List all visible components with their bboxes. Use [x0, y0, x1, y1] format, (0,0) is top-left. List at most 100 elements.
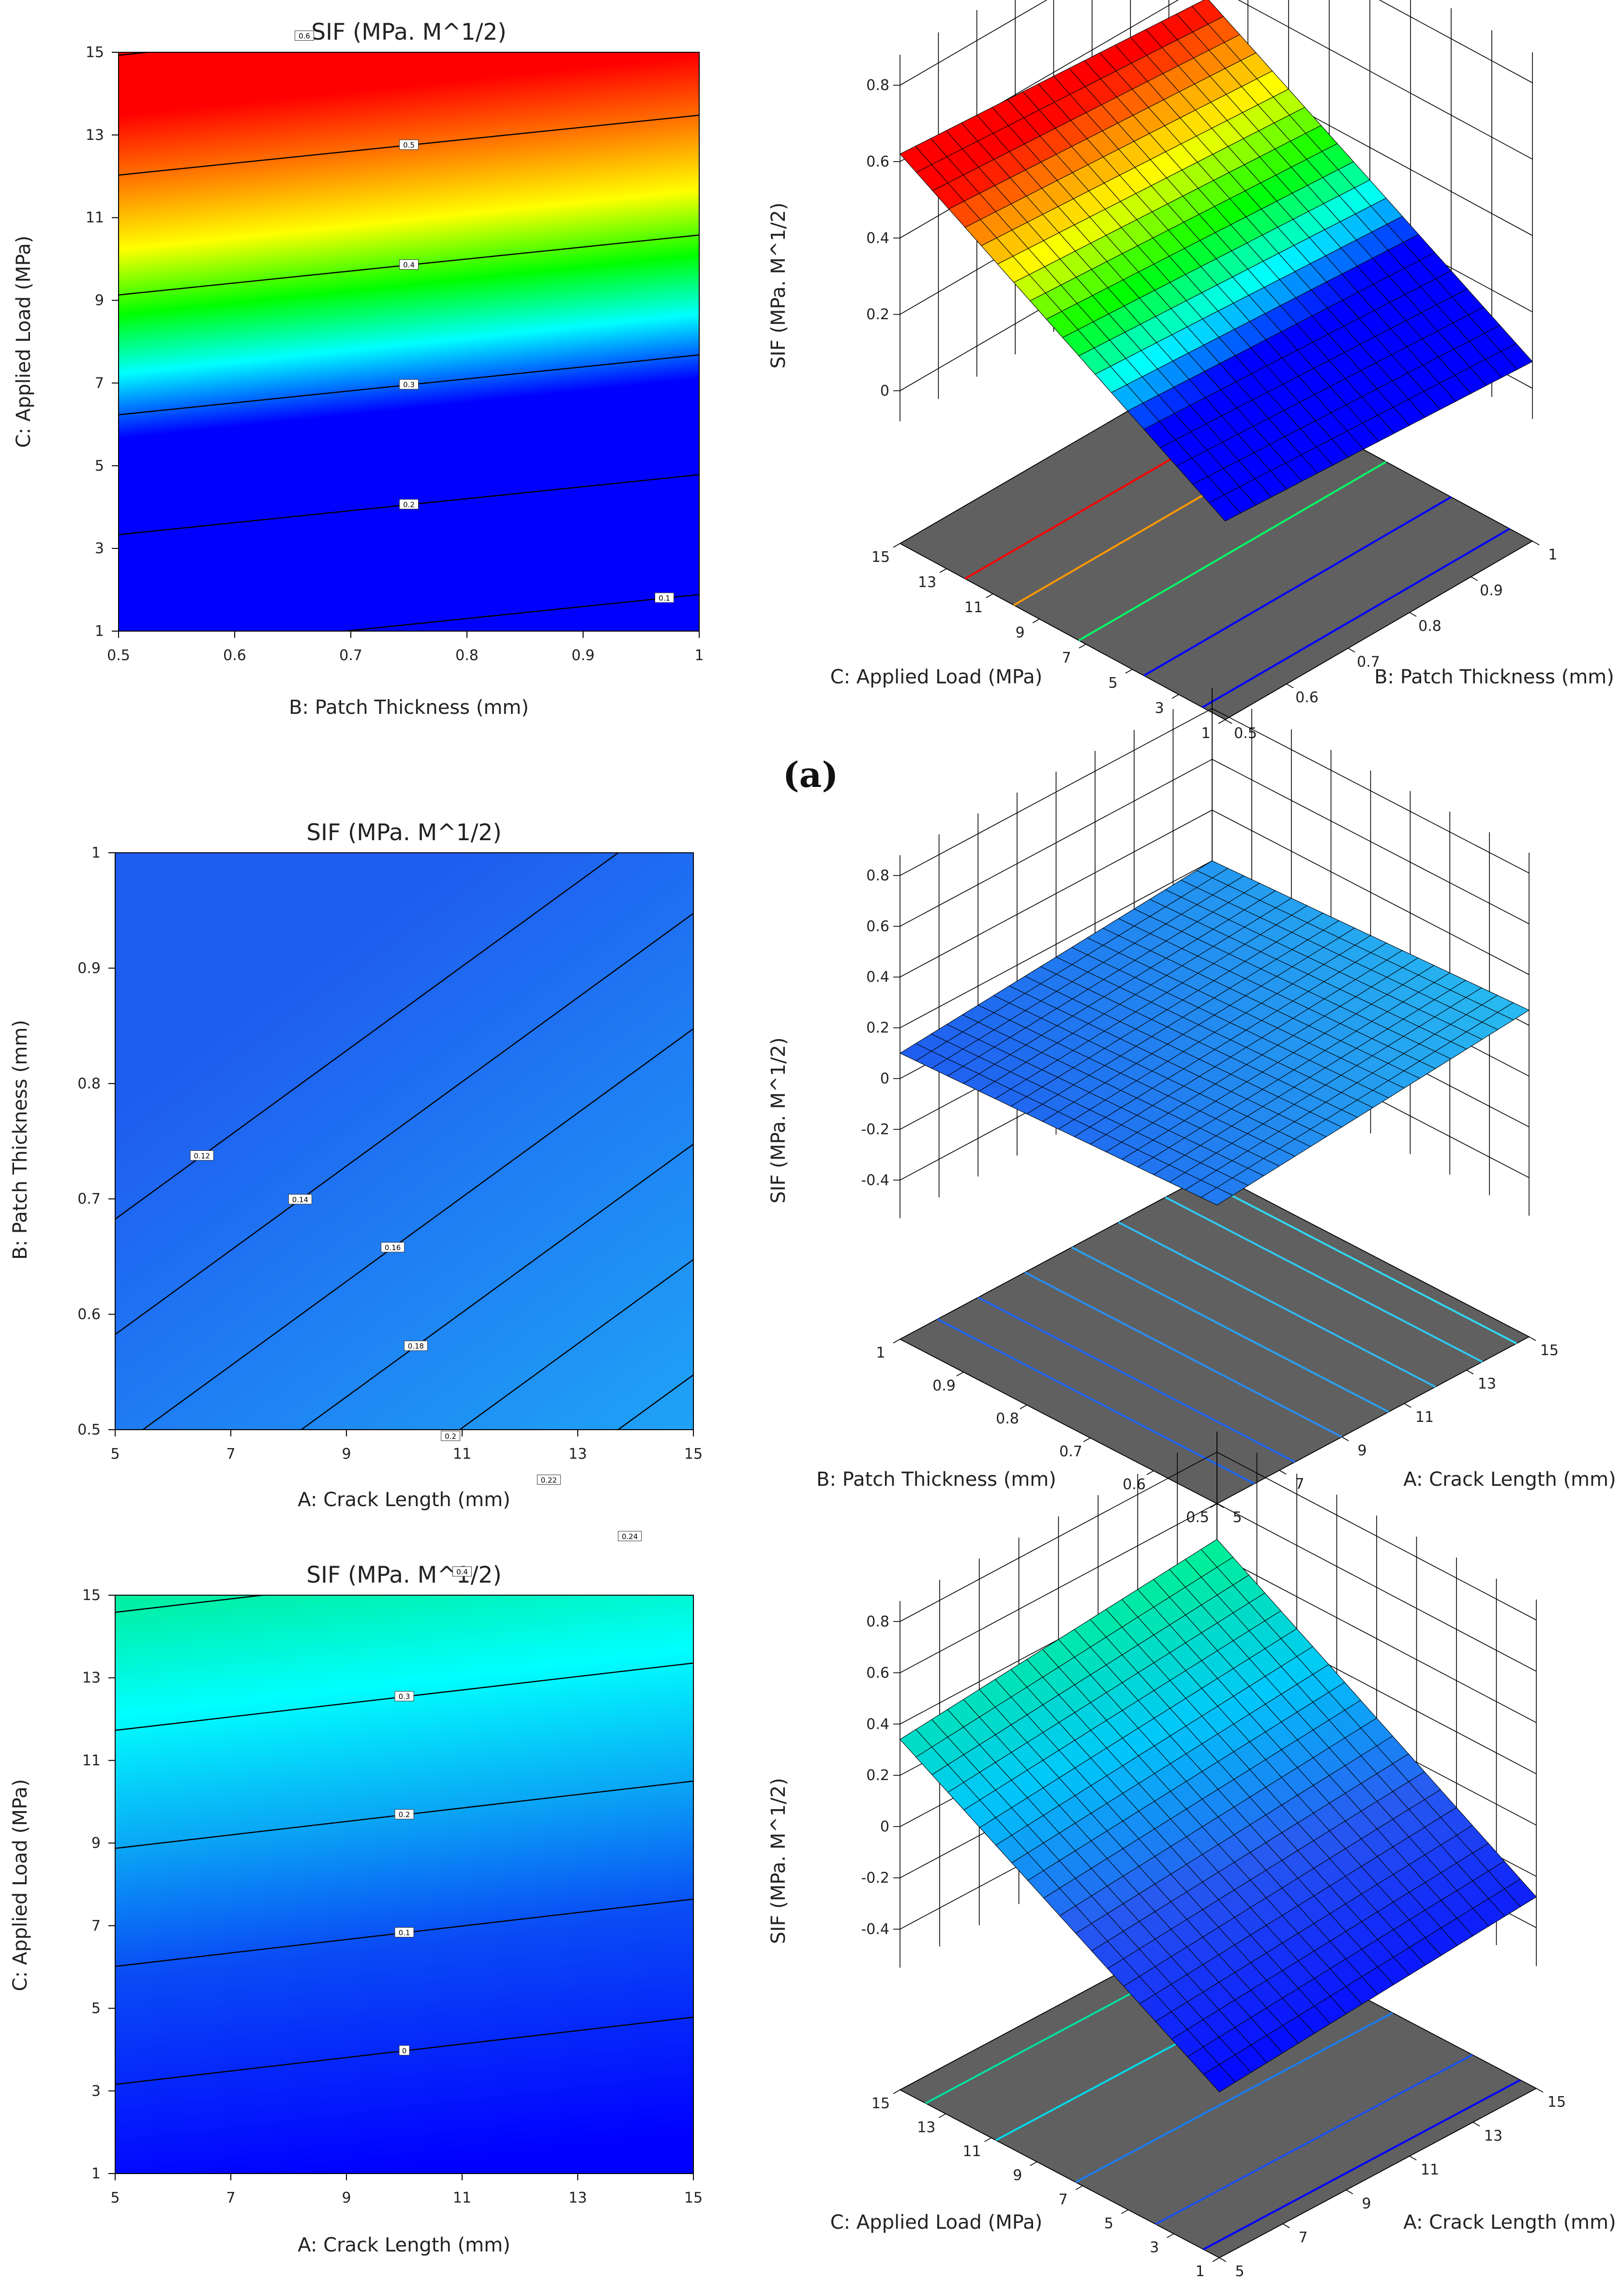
x-tick-label: 7 — [226, 1446, 235, 1463]
svg-text:0.5: 0.5 — [403, 141, 415, 150]
z-tick-label: 0 — [880, 1071, 889, 1088]
chart-3-x-axis-label: A: Crack Length (mm) — [298, 2234, 510, 2256]
contour-fill — [115, 1595, 693, 2174]
y-tick-label: 1 — [1201, 725, 1210, 742]
chart-3-y-axis-label: C: Applied Load (MPa) — [9, 1779, 31, 1991]
y-tick-label: 1 — [91, 2165, 101, 2182]
floor-contour-line — [1071, 1246, 1389, 1413]
svg-text:0.4: 0.4 — [456, 1568, 468, 1576]
y-tick-mark — [1125, 669, 1133, 674]
y-tick-label: 7 — [91, 1918, 101, 1934]
x-tick-mark — [1536, 2088, 1544, 2093]
wall-grid-line — [900, 708, 1530, 876]
contour-line — [300, 1143, 693, 1430]
x-tick-label: 0.7 — [1357, 653, 1380, 670]
contour-label: 0.2 — [399, 499, 419, 510]
y-tick-label: 3 — [1150, 2239, 1159, 2256]
y-tick-label: 11 — [962, 2143, 981, 2160]
z-tick-label: 0.6 — [866, 1664, 889, 1681]
y-tick-label: 11 — [82, 1752, 101, 1769]
x-tick-label: 9 — [1362, 2195, 1371, 2212]
x-tick-mark — [1404, 1403, 1411, 1408]
contour-label: 0.22 — [537, 1474, 561, 1485]
contour-label: 0.3 — [394, 1691, 414, 1702]
floor-contour-line — [1199, 1178, 1517, 1344]
z-tick-label: -0.2 — [861, 1870, 889, 1887]
svg-text:0.16: 0.16 — [385, 1243, 401, 1252]
x-tick-mark — [1529, 1336, 1536, 1341]
floor-contour-line — [1201, 528, 1510, 709]
surface-mesh — [900, 0, 1533, 522]
svg-text:0.1: 0.1 — [659, 594, 670, 603]
x-tick-label: 11 — [453, 1446, 471, 1463]
contour-fill — [119, 52, 699, 631]
contour-label: 0.5 — [399, 139, 419, 150]
y-tick-mark — [1083, 1437, 1091, 1442]
y-tick-mark — [1030, 2161, 1037, 2166]
y-tick-label: 0.6 — [77, 1306, 101, 1323]
x-tick-label: 0.7 — [339, 647, 362, 664]
contour-label: 0.4 — [399, 259, 419, 270]
contour-line — [115, 913, 693, 1335]
plot-frame — [115, 852, 694, 1430]
z-tick-label: 0.8 — [866, 867, 889, 884]
svg-text:0.3: 0.3 — [399, 1692, 410, 1701]
floor-contour-line — [1075, 2012, 1393, 2183]
chart-2-x-axis-label: A: Crack Length (mm) — [298, 1489, 510, 1511]
x-tick-mark — [1282, 2223, 1290, 2228]
x-tick-label: 15 — [684, 2190, 703, 2206]
y-tick-label: 1 — [91, 845, 101, 861]
x-tick-label: 9 — [342, 2190, 351, 2206]
y-tick-label: 5 — [1108, 675, 1117, 692]
contour-label: 0 — [399, 2045, 410, 2055]
floor-contour-line — [977, 1296, 1296, 1463]
plot-frame — [118, 52, 700, 632]
contour-line — [339, 594, 699, 631]
x-tick-label: 0.8 — [455, 647, 479, 664]
x-tick-mark — [1471, 576, 1478, 581]
x-tick-label: 11 — [453, 2190, 471, 2206]
x-tick-label: 15 — [684, 1446, 703, 1463]
y-tick-label: 0.9 — [932, 1377, 956, 1394]
floor-contour-line — [1024, 1271, 1342, 1438]
x-tick-label: 7 — [1298, 2229, 1307, 2246]
contour-label: 0.2 — [441, 1431, 461, 1441]
y-tick-label: 9 — [1013, 2167, 1022, 2184]
y-tick-label: 3 — [91, 2083, 101, 2100]
y-tick-mark — [1075, 2185, 1083, 2190]
y-tick-mark — [956, 1372, 964, 1376]
y-tick-mark — [986, 593, 993, 598]
x-tick-mark — [1348, 648, 1355, 653]
x-tick-mark — [1466, 1370, 1474, 1375]
surface-chart-1-labels: SIF (MPa. M^1/2) C: Applied Load (MPa) B… — [767, 202, 1614, 688]
z-tick-label: 0.8 — [866, 1613, 889, 1630]
chart-2-y-axis-label: B: Patch Thickness (mm) — [9, 1020, 31, 1260]
y-tick-label: 15 — [871, 549, 890, 566]
contour-label: 0.1 — [655, 592, 674, 603]
x-tick-label: 5 — [110, 1446, 120, 1463]
z-tick-label: 0.2 — [866, 306, 889, 323]
x-tick-label: 0.6 — [1295, 689, 1319, 706]
x-tick-label: 0.8 — [1418, 618, 1441, 635]
y-tick-label: 5 — [95, 457, 104, 474]
z-tick-label: -0.4 — [861, 1172, 889, 1189]
surface-1-y-axis-label: C: Applied Load (MPa) — [830, 666, 1042, 688]
y-tick-label: 0.7 — [1059, 1443, 1082, 1460]
x-tick-mark — [1472, 2122, 1480, 2127]
x-tick-label: 0.5 — [1234, 725, 1257, 742]
y-tick-label: 9 — [95, 292, 104, 309]
surface-2-y-axis-label: B: Patch Thickness (mm) — [816, 1468, 1056, 1491]
x-tick-label: 11 — [1421, 2161, 1439, 2178]
surface-mesh — [899, 861, 1530, 1206]
x-tick-label: 0.6 — [223, 647, 246, 664]
y-tick-mark — [1167, 2233, 1174, 2238]
contour-chart-2: SIF (MPa. M^1/2) 0.12 0.14 0.16 0.18 0.2 0.22… — [9, 819, 703, 1541]
y-tick-label: 11 — [964, 599, 983, 616]
contour-chart-3: SIF (MPa. M^1/2) 00.10.20.30.4 5 7 9 11 13 15… — [9, 1562, 703, 2256]
y-tick-label: 11 — [86, 210, 104, 227]
x-tick-label: 9 — [342, 1446, 351, 1463]
y-tick-mark — [1020, 1405, 1027, 1409]
